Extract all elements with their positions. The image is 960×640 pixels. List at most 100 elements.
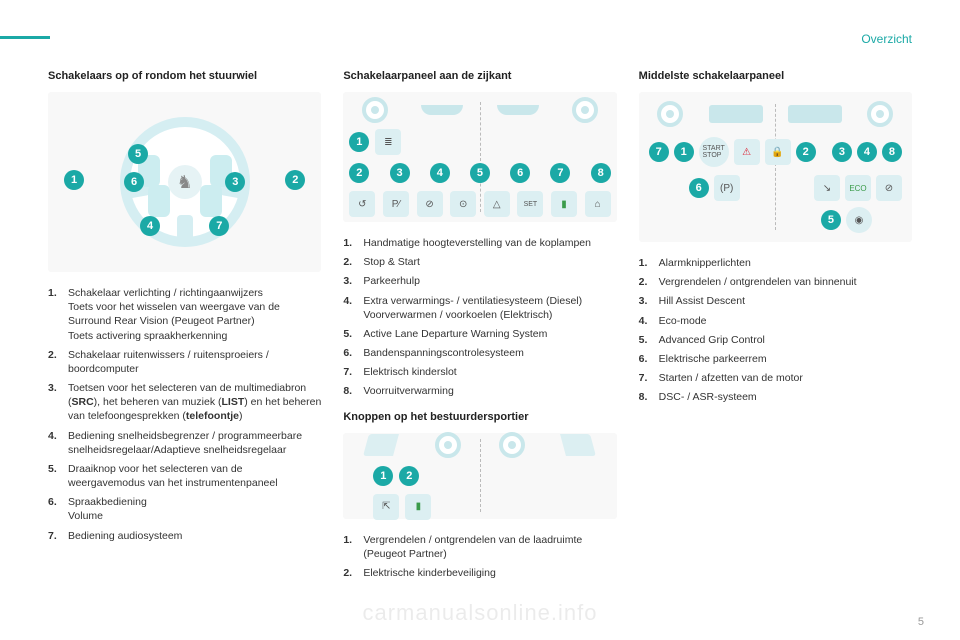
switch-icon: △ <box>484 191 510 217</box>
hazard-icon: ⚠ <box>734 139 760 165</box>
mini-wheel-icon <box>572 97 598 123</box>
callout-badge: 8 <box>882 142 902 162</box>
lock-icon: 🔒 <box>765 139 791 165</box>
dash-icon <box>709 105 763 123</box>
callout-badge: 4 <box>430 163 450 183</box>
page-number: 5 <box>918 616 924 628</box>
switch-icon: SET <box>517 191 543 217</box>
mirror-icon <box>497 105 539 115</box>
switch-icon: ⌂ <box>585 191 611 217</box>
header-accent-bar <box>0 36 50 39</box>
list-item: Vergrendelen / ontgrendelen van binnenui… <box>639 275 912 289</box>
callout-badge: 4 <box>857 142 877 162</box>
list-item: Extra verwarmings- / ventilatiesysteem (… <box>343 294 616 322</box>
list-item: Vergrendelen / ontgrendelen van de laadr… <box>343 533 616 561</box>
hill-descent-icon: ↘ <box>814 175 840 201</box>
switch-icon: P⁄ <box>383 191 409 217</box>
mini-wheel-icon <box>867 101 893 127</box>
steering-wheel-illustration: ♞ 1 2 5 6 3 4 7 <box>48 92 321 272</box>
watermark: carmanualsonline.info <box>362 600 597 626</box>
chapter-label: Overzicht <box>861 32 912 46</box>
list-item: Elektrisch kinderslot <box>343 365 616 379</box>
list-item: Bandenspanningscontrolesysteem <box>343 346 616 360</box>
brand-logo-icon: ♞ <box>168 165 202 199</box>
list-item: Hill Assist Descent <box>639 294 912 308</box>
list-item: Starten / afzetten van de motor <box>639 371 912 385</box>
callout-badge: 7 <box>550 163 570 183</box>
callout-badge: 2 <box>349 163 369 183</box>
callout-badge: 1 <box>674 142 694 162</box>
switch-icon: ▮ <box>405 494 431 520</box>
list-item: Active Lane Departure Warning System <box>343 327 616 341</box>
callout-badge: 8 <box>591 163 611 183</box>
mini-wheel-icon <box>435 432 461 458</box>
callout-badge: 1 <box>373 466 393 486</box>
parking-brake-icon: (P) <box>714 175 740 201</box>
col3-heading: Middelste schakelaarpaneel <box>639 70 912 82</box>
side-panel-illustration: 1 ≣ 2 3 4 5 6 7 8 ↺ P⁄ ⊘ ⊙ △ SET ▮ ⌂ <box>343 92 616 222</box>
list-item: Alarmknipperlichten <box>639 256 912 270</box>
switch-icon: ⊙ <box>450 191 476 217</box>
list-item: Draaiknop voor het selecteren van de wee… <box>48 462 321 490</box>
list-item: Toetsen voor het selecteren van de multi… <box>48 381 321 424</box>
callout-badge: 1 <box>349 132 369 152</box>
mini-wheel-icon <box>499 432 525 458</box>
grip-control-icon: ◉ <box>846 207 872 233</box>
list-item: Voorruitverwarming <box>343 384 616 398</box>
list-item: Schakelaar verlichting / richtingaanwijz… <box>48 286 321 343</box>
callout-badge: 7 <box>209 216 229 236</box>
callout-badge: 5 <box>821 210 841 230</box>
callout-badge: 3 <box>832 142 852 162</box>
column-2: Schakelaarpaneel aan de zijkant 1 ≣ 2 3 … <box>343 70 616 585</box>
door-buttons-illustration: 1 2 ⇱ ▮ <box>343 433 616 519</box>
callout-badge: 1 <box>64 170 84 190</box>
list-item: Elektrische kinderbeveiliging <box>343 566 616 580</box>
callout-badge: 6 <box>124 172 144 192</box>
col2-list1: Handmatige hoogteverstelling van de kopl… <box>343 236 616 399</box>
list-item: Schakelaar ruitenwissers / ruitensproeie… <box>48 348 321 376</box>
column-3: Middelste schakelaarpaneel 7 1 STARTSTOP… <box>639 70 912 585</box>
list-item: Bediening snelheidsbegrenzer / programme… <box>48 429 321 457</box>
col3-list: Alarmknipperlichten Vergrendelen / ontgr… <box>639 256 912 404</box>
callout-badge: 6 <box>510 163 530 183</box>
door-icon <box>561 434 597 456</box>
start-stop-icon: STARTSTOP <box>699 137 729 167</box>
content-columns: Schakelaars op of rondom het stuurwiel ♞… <box>48 70 912 585</box>
door-icon <box>364 434 400 456</box>
col2-list2: Vergrendelen / ontgrendelen van de laadr… <box>343 533 616 581</box>
switch-icon: ⇱ <box>373 494 399 520</box>
callout-badge: 5 <box>470 163 490 183</box>
switch-icon: ↺ <box>349 191 375 217</box>
callout-badge: 5 <box>128 144 148 164</box>
col2-heading1: Schakelaarpaneel aan de zijkant <box>343 70 616 82</box>
callout-badge: 2 <box>399 466 419 486</box>
list-item: Eco-mode <box>639 314 912 328</box>
list-item: Bediening audiosysteem <box>48 529 321 543</box>
list-item: Elektrische parkeerrem <box>639 352 912 366</box>
mini-wheel-icon <box>657 101 683 127</box>
list-item: Parkeerhulp <box>343 274 616 288</box>
switch-icon: ⊘ <box>417 191 443 217</box>
headlamp-level-icon: ≣ <box>375 129 401 155</box>
callout-badge: 2 <box>796 142 816 162</box>
dsc-asr-icon: ⊘ <box>876 175 902 201</box>
col1-list: Schakelaar verlichting / richtingaanwijz… <box>48 286 321 543</box>
callout-badge: 6 <box>689 178 709 198</box>
list-item: Handmatige hoogteverstelling van de kopl… <box>343 236 616 250</box>
switch-icon: ▮ <box>551 191 577 217</box>
callout-badge: 3 <box>390 163 410 183</box>
eco-icon: ECO <box>845 175 871 201</box>
list-item: Stop & Start <box>343 255 616 269</box>
callout-badge: 4 <box>140 216 160 236</box>
center-panel-illustration: 7 1 STARTSTOP ⚠ 🔒 2 3 4 8 6 (P) <box>639 92 912 242</box>
column-1: Schakelaars op of rondom het stuurwiel ♞… <box>48 70 321 585</box>
callout-badge: 7 <box>649 142 669 162</box>
list-item: DSC- / ASR-systeem <box>639 390 912 404</box>
dash-icon <box>788 105 842 123</box>
list-item: Advanced Grip Control <box>639 333 912 347</box>
col2-heading2: Knoppen op het bestuurdersportier <box>343 411 616 423</box>
mirror-icon <box>421 105 463 115</box>
list-item: Spraakbediening Volume <box>48 495 321 523</box>
col1-heading: Schakelaars op of rondom het stuurwiel <box>48 70 321 82</box>
mini-wheel-icon <box>362 97 388 123</box>
